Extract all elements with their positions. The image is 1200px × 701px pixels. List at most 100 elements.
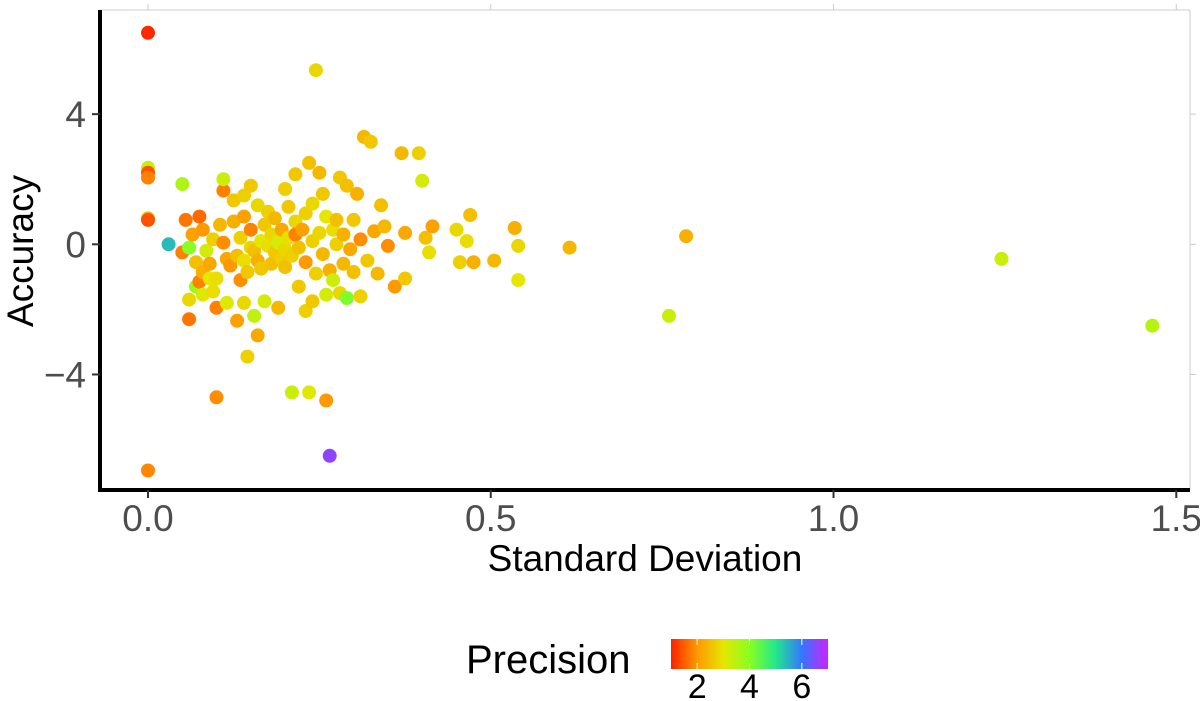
- data-point: [182, 312, 197, 327]
- data-point: [308, 63, 323, 78]
- data-point: [141, 463, 155, 478]
- data-point: [353, 232, 368, 247]
- data-point: [240, 349, 255, 364]
- data-point: [415, 173, 430, 188]
- data-point: [243, 222, 258, 237]
- data-point: [209, 390, 224, 405]
- data-point: [257, 294, 272, 309]
- data-points: [141, 25, 1160, 478]
- data-point: [291, 240, 306, 255]
- data-point: [1145, 318, 1160, 333]
- data-point: [322, 448, 337, 463]
- data-point: [206, 284, 221, 299]
- data-point: [192, 209, 207, 224]
- legend-title: Precision: [466, 638, 631, 682]
- y-tick-label: 4: [65, 94, 86, 135]
- data-point: [298, 255, 313, 270]
- y-axis-title: Accuracy: [0, 174, 41, 327]
- data-point: [237, 209, 251, 224]
- data-point: [178, 212, 193, 227]
- data-point: [319, 393, 334, 408]
- data-point: [377, 219, 392, 234]
- data-point: [315, 247, 330, 262]
- data-point: [209, 271, 224, 286]
- data-point: [281, 199, 296, 214]
- data-point: [312, 165, 327, 180]
- data-point: [459, 234, 474, 249]
- data-point: [302, 385, 317, 400]
- data-point: [271, 300, 286, 315]
- data-point: [223, 258, 238, 273]
- data-point: [511, 273, 526, 288]
- data-point: [422, 245, 437, 260]
- data-point: [219, 295, 234, 310]
- data-point: [291, 279, 306, 294]
- data-point: [346, 212, 361, 227]
- data-point: [288, 167, 303, 182]
- data-point: [237, 188, 251, 203]
- data-point: [679, 229, 694, 244]
- data-point: [189, 255, 203, 270]
- data-point: [141, 25, 155, 40]
- data-point: [195, 222, 210, 237]
- data-point: [370, 266, 385, 281]
- data-point: [257, 217, 272, 232]
- x-axis-title: Standard Deviation: [488, 538, 803, 579]
- data-point: [346, 265, 361, 279]
- data-point: [466, 255, 481, 270]
- data-point: [240, 265, 255, 279]
- data-point: [237, 295, 251, 310]
- data-point: [452, 255, 467, 270]
- data-point: [511, 238, 526, 253]
- data-point: [250, 198, 265, 213]
- data-point: [213, 217, 227, 232]
- data-point: [463, 208, 478, 222]
- data-point: [411, 146, 426, 161]
- data-point: [994, 251, 1009, 266]
- data-point: [398, 225, 413, 240]
- data-point: [329, 212, 344, 227]
- data-point: [418, 230, 433, 245]
- data-point: [247, 308, 262, 323]
- data-point: [339, 291, 354, 305]
- data-point: [315, 186, 330, 201]
- data-point: [487, 253, 502, 268]
- data-point: [353, 289, 368, 304]
- data-point: [380, 238, 395, 253]
- data-point: [662, 308, 676, 323]
- data-point: [298, 304, 313, 318]
- data-point: [141, 170, 155, 185]
- data-point: [326, 273, 341, 288]
- right-tick-marks: [1190, 113, 1196, 375]
- data-point: [233, 230, 248, 245]
- data-point: [339, 178, 354, 193]
- data-point: [243, 178, 258, 193]
- data-point: [141, 212, 155, 227]
- data-point: [295, 222, 310, 237]
- data-point: [507, 221, 522, 235]
- data-point: [329, 237, 344, 252]
- data-point: [278, 260, 293, 275]
- data-point: [374, 198, 389, 213]
- data-point: [230, 313, 245, 328]
- data-point: [216, 172, 231, 187]
- data-point: [216, 183, 231, 198]
- x-axis-ticks: 0.0 0.5 1.0 1.5: [122, 490, 1200, 539]
- data-point: [202, 256, 217, 271]
- data-point: [175, 177, 190, 192]
- data-point: [360, 253, 375, 268]
- data-point: [398, 271, 413, 286]
- data-point: [449, 222, 464, 237]
- top-tick-marks: [147, 4, 1177, 10]
- data-point: [336, 227, 351, 242]
- y-tick-label: −4: [44, 354, 86, 395]
- data-point: [199, 243, 214, 258]
- x-tick-label: 0.5: [465, 498, 516, 539]
- y-axis-ticks: −4 0 4: [44, 94, 100, 395]
- data-point: [182, 240, 197, 255]
- data-point: [343, 242, 358, 257]
- legend-tick-label: 6: [792, 668, 811, 701]
